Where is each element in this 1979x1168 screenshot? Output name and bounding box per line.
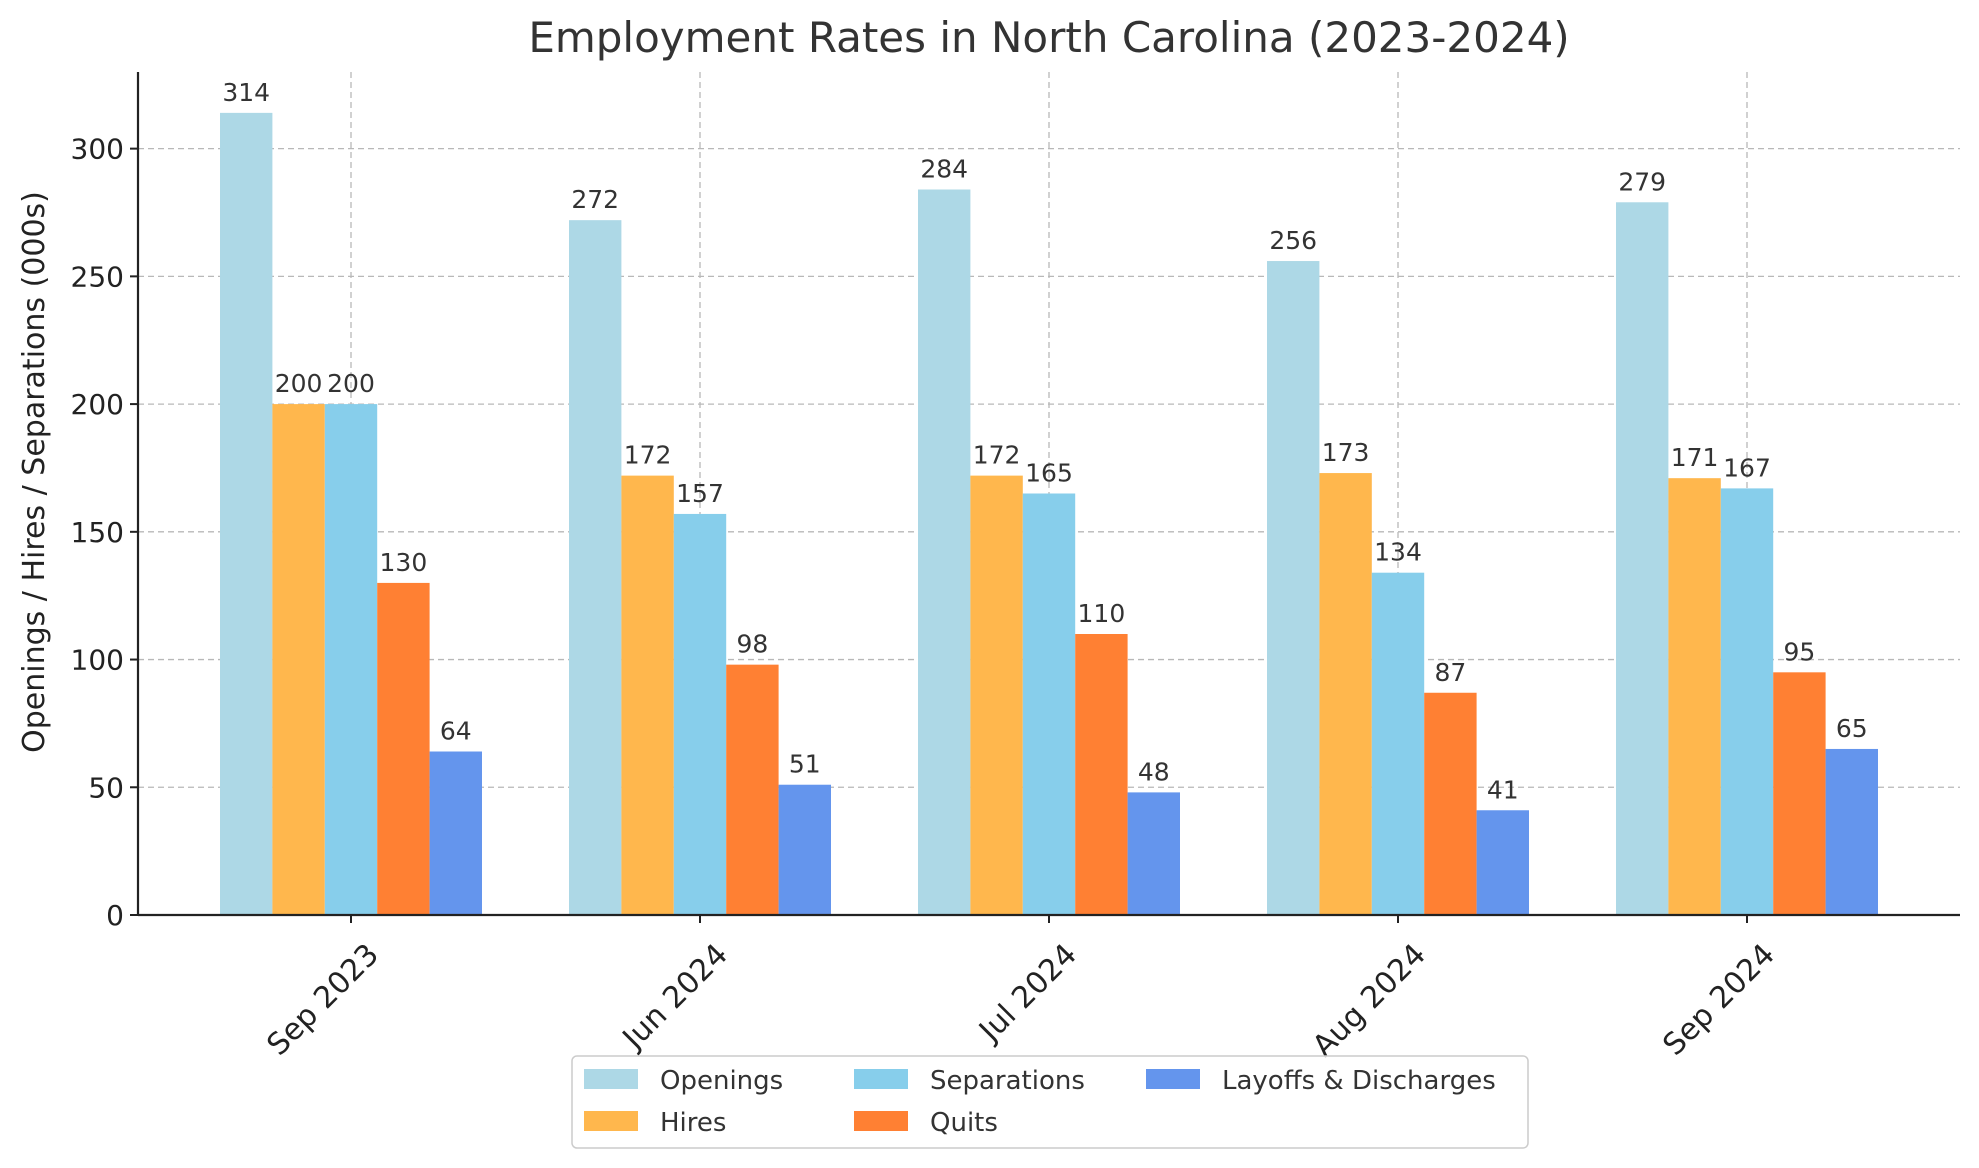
bar-quits-3	[1424, 692, 1477, 915]
bar-quits-0	[377, 582, 430, 915]
value-label-hires-3: 173	[1322, 438, 1370, 467]
x-tick-label-1: Jun 2024	[615, 937, 735, 1057]
value-label-hires-1: 172	[624, 441, 672, 470]
bar-quits-1	[726, 664, 779, 915]
legend-swatch-layoffs-discharges	[1146, 1069, 1200, 1089]
y-tick-label-150: 150	[71, 516, 124, 549]
value-label-openings-1: 272	[571, 185, 619, 214]
bar-openings-4	[1616, 202, 1669, 916]
value-label-openings-0: 314	[222, 78, 270, 107]
value-label-separations-1: 157	[676, 479, 724, 508]
legend-swatch-hires	[584, 1111, 638, 1131]
value-label-openings-2: 284	[920, 155, 968, 184]
y-tick-label-50: 50	[88, 771, 124, 804]
value-label-separations-2: 165	[1025, 459, 1073, 488]
value-label-quits-0: 130	[380, 548, 428, 577]
y-tick-label-0: 0	[106, 899, 124, 932]
bar-openings-3	[1267, 261, 1320, 915]
value-label-layoffs-discharges-2: 48	[1138, 757, 1170, 786]
value-label-quits-3: 87	[1434, 658, 1466, 687]
bar-layoffs-discharges-1	[778, 784, 831, 915]
legend-label-layoffs-discharges: Layoffs & Discharges	[1222, 1066, 1496, 1096]
bar-layoffs-discharges-0	[429, 751, 482, 915]
legend-label-hires: Hires	[660, 1108, 726, 1138]
bar-hires-2	[970, 475, 1023, 915]
bar-openings-0	[220, 112, 273, 915]
bar-separations-0	[324, 404, 378, 915]
bar-layoffs-discharges-2	[1127, 792, 1180, 915]
bar-openings-1	[569, 220, 622, 915]
legend-label-openings: Openings	[660, 1066, 783, 1096]
bar-hires-3	[1319, 473, 1372, 915]
value-label-layoffs-discharges-0: 64	[440, 717, 472, 746]
bars-layer	[220, 112, 1878, 916]
bar-separations-2	[1022, 493, 1076, 915]
value-label-layoffs-discharges-3: 41	[1487, 775, 1519, 804]
value-label-layoffs-discharges-4: 65	[1836, 714, 1868, 743]
value-label-openings-3: 256	[1269, 226, 1317, 255]
legend-swatch-separations	[854, 1069, 908, 1089]
bar-quits-4	[1773, 672, 1826, 915]
y-tick-label-200: 200	[71, 388, 124, 421]
legend-box	[571, 1055, 1529, 1149]
value-label-separations-0: 200	[327, 369, 375, 398]
x-tick-label-0: Sep 2023	[260, 937, 385, 1062]
bar-layoffs-discharges-3	[1476, 810, 1529, 915]
bar-separations-1	[673, 513, 727, 915]
value-label-hires-2: 172	[973, 441, 1021, 470]
x-tick-label-4: Sep 2024	[1656, 937, 1781, 1062]
value-label-quits-2: 110	[1078, 599, 1126, 628]
value-label-openings-4: 279	[1618, 167, 1666, 196]
legend-label-quits: Quits	[930, 1108, 998, 1138]
legend-label-separations: Separations	[930, 1066, 1085, 1096]
x-tick-label-3: Aug 2024	[1306, 937, 1433, 1064]
bar-quits-2	[1075, 634, 1128, 915]
bar-hires-4	[1668, 478, 1721, 915]
legend: Openings Hires Separations Quits Layoffs & D…	[571, 1055, 1529, 1149]
y-tick-label-300: 300	[71, 133, 124, 166]
value-label-hires-4: 171	[1671, 443, 1719, 472]
value-label-layoffs-discharges-1: 51	[789, 750, 821, 779]
chart-title: Employment Rates in North Carolina (2023…	[528, 13, 1569, 62]
bar-hires-1	[621, 475, 674, 915]
value-label-hires-0: 200	[275, 369, 323, 398]
bar-openings-2	[918, 189, 971, 915]
bar-hires-0	[272, 404, 325, 915]
bar-separations-4	[1720, 488, 1774, 915]
x-tick-label-2: Jul 2024	[971, 937, 1083, 1049]
legend-swatch-openings	[584, 1069, 638, 1089]
y-tick-label-250: 250	[71, 260, 124, 293]
y-axis-label: Openings / Hires / Separations (000s)	[17, 191, 52, 753]
value-label-separations-3: 134	[1374, 538, 1422, 567]
bar-separations-3	[1371, 572, 1425, 915]
value-labels-layer: 314 272 284 256 279 200 172 172 173 171 200 157 165 1…	[222, 78, 1867, 804]
bar-layoffs-discharges-4	[1825, 748, 1878, 915]
value-label-separations-4: 167	[1723, 453, 1771, 482]
value-label-quits-4: 95	[1783, 637, 1815, 666]
legend-swatch-quits	[854, 1111, 908, 1131]
y-tick-label-100: 100	[71, 644, 124, 677]
value-label-quits-1: 98	[736, 630, 768, 659]
